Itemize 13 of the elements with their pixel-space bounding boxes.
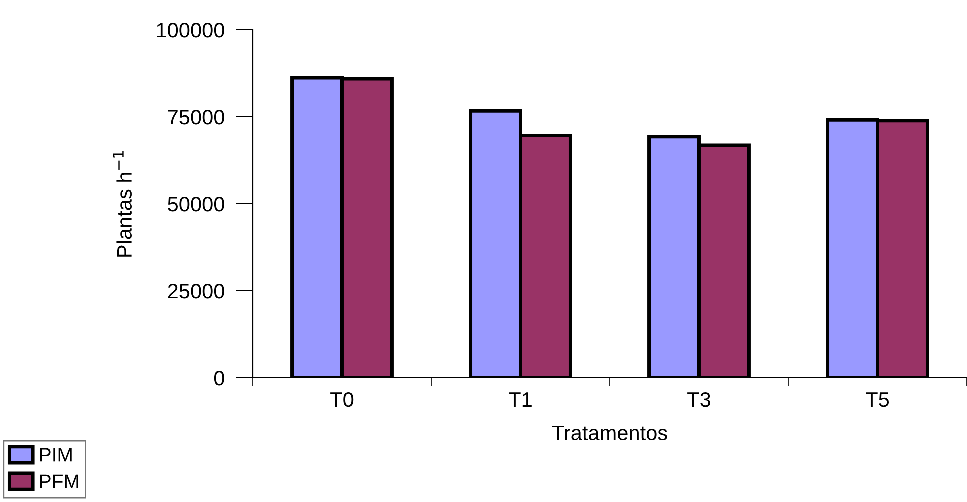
x-axis-title: Tratamentos bbox=[552, 426, 668, 440]
x-tick-label: T1 bbox=[509, 392, 532, 407]
legend-label: PIM bbox=[40, 448, 72, 462]
x-tick-label: T3 bbox=[688, 392, 710, 408]
legend-label: PFM bbox=[40, 474, 78, 488]
x-tick-label: T0 bbox=[330, 392, 354, 408]
y-tick-label: 25000 bbox=[168, 284, 224, 299]
y-axis-title: Plantas h$^{−1}$ bbox=[113, 151, 132, 257]
y-tick-label: 100000 bbox=[157, 23, 224, 38]
y-tick-label: 0 bbox=[214, 371, 224, 386]
x-tick-label: T5 bbox=[866, 392, 890, 408]
y-tick-label: 50000 bbox=[168, 197, 224, 212]
y-tick-label: 75000 bbox=[168, 110, 224, 125]
